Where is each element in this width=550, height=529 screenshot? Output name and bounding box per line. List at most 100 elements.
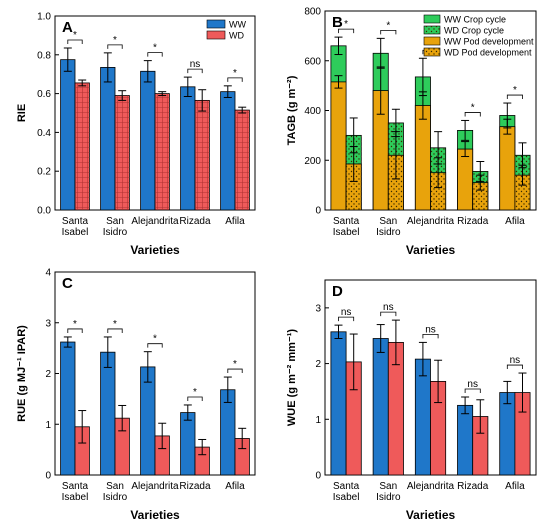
bar-ww <box>100 67 116 211</box>
significance-bracket <box>338 28 355 34</box>
panel-a: 0.0 0.2 0.4 0.6 0.8 1.0 A RIE Varieties SantaIsab… <box>16 12 256 257</box>
bar-ww-pod-development <box>330 81 347 211</box>
x-tick-label: Isidro <box>376 492 401 503</box>
x-tick-label: Rizada <box>179 481 211 492</box>
bar-ww <box>60 341 76 476</box>
significance-bracket <box>380 29 397 35</box>
legend-swatch <box>423 36 441 46</box>
x-tick-label: Santa <box>62 216 89 227</box>
x-axis-label: Varieties <box>130 243 180 257</box>
significance-label: * <box>193 387 197 398</box>
x-tick-label: Isabel <box>333 492 360 503</box>
x-tick-label: Alejandrita <box>131 216 179 227</box>
bar-wd-pod-development-pattern <box>346 163 362 210</box>
bar-ww-pod-development <box>457 148 474 211</box>
significance-label: * <box>113 319 117 330</box>
y-tick-label: 0 <box>45 471 51 482</box>
x-axis-label: Varieties <box>130 508 180 522</box>
bar-ww <box>372 338 389 476</box>
bar-ww <box>60 59 76 211</box>
bar-ww <box>414 358 431 476</box>
significance-label: * <box>153 334 157 345</box>
y-axis-label: RUE (g MJ⁻¹ IPAR) <box>16 325 28 422</box>
significance-label: ns <box>190 59 201 70</box>
significance-label: * <box>233 68 237 79</box>
legend-label: WD <box>229 31 244 41</box>
significance-bracket <box>506 94 523 100</box>
significance-label: ns <box>467 379 478 390</box>
significance-bracket <box>338 316 355 322</box>
y-axis-label: RIE <box>16 104 28 122</box>
bar-ww <box>457 404 474 476</box>
significance-bracket <box>380 311 397 317</box>
legend-swatch <box>423 14 441 24</box>
significance-bracket <box>187 396 203 401</box>
bar-ww <box>220 91 236 211</box>
y-tick-label: 0 <box>315 471 321 482</box>
x-tick-label: Isabel <box>333 227 360 238</box>
bar-wd-pod-development-pattern <box>514 175 531 210</box>
bar-ww <box>140 366 156 476</box>
significance-label: ns <box>341 307 352 318</box>
bar-wd-pattern <box>75 82 90 210</box>
y-tick-label: 3 <box>315 303 321 314</box>
x-tick-label: Rizada <box>179 216 211 227</box>
x-tick-label: San <box>106 216 124 227</box>
legend-swatch <box>206 30 226 40</box>
bar-ww <box>100 351 116 476</box>
significance-bracket <box>464 388 481 393</box>
significance-label: ns <box>510 355 521 366</box>
significance-bracket <box>464 112 481 117</box>
panel-b: 0 200 400 600 800 B TAGB (g m⁻²) Varieties Santa… <box>286 7 537 257</box>
bar-wd-pattern <box>155 93 170 210</box>
panel-letter: C <box>62 275 73 292</box>
legend-label: WW Crop cycle <box>444 15 506 25</box>
x-tick-label: San <box>106 481 124 492</box>
y-tick-label: 4 <box>45 268 51 279</box>
y-axis-label: WUE (g m⁻² mm⁻¹) <box>286 329 298 426</box>
bar-wd-pod-development-pattern <box>388 155 404 210</box>
y-axis-label: TAGB (g m⁻²) <box>286 75 298 145</box>
significance-bracket <box>506 364 523 370</box>
significance-bracket <box>67 328 83 333</box>
bar-ww-pod-development <box>414 105 431 211</box>
bar-wd-pod-development-pattern <box>430 172 446 210</box>
significance-bracket <box>227 368 243 374</box>
y-tick-label: 1 <box>315 415 321 426</box>
x-tick-label: Rizada <box>457 216 489 227</box>
significance-label: * <box>73 30 77 41</box>
y-tick-label: 800 <box>304 7 321 18</box>
x-tick-label: Isidro <box>103 492 128 503</box>
legend-label: WW Pod development <box>444 37 534 47</box>
x-tick-label: Isidro <box>376 227 401 238</box>
bar-wd-pod-development-pattern <box>472 182 488 210</box>
x-tick-label: Isabel <box>62 492 89 503</box>
x-tick-label: Afila <box>225 481 245 492</box>
significance-label: * <box>153 43 157 54</box>
y-tick-label: 0.4 <box>37 128 51 139</box>
significance-label: ns <box>383 302 394 313</box>
significance-bracket <box>107 328 123 333</box>
y-tick-label: 400 <box>304 106 321 117</box>
x-tick-label: Afila <box>505 481 525 492</box>
bar-wd-pattern <box>115 95 130 210</box>
y-tick-label: 2 <box>315 359 321 370</box>
x-tick-label: Santa <box>62 481 89 492</box>
y-tick-label: 2 <box>45 369 51 380</box>
x-tick-label: Santa <box>333 216 360 227</box>
x-tick-label: San <box>379 481 397 492</box>
panel-c: 0 1 2 3 4C RUE (g MJ⁻¹ IPAR) Varieties SantaIsa… <box>16 268 256 522</box>
significance-bracket <box>147 343 163 348</box>
legend-label: WD Crop cycle <box>444 26 504 36</box>
bar-wd-pattern <box>195 100 210 210</box>
y-tick-label: 200 <box>304 156 321 167</box>
panel-letter: D <box>332 283 343 300</box>
x-tick-label: Santa <box>333 481 360 492</box>
panel-d: 0 1 2 3D WUE (g m⁻² mm⁻¹) Varieties SantaIsabe… <box>286 279 537 522</box>
y-tick-label: 0 <box>315 206 321 217</box>
x-tick-label: Alejandrita <box>131 481 179 492</box>
y-tick-label: 0.0 <box>37 206 51 217</box>
x-tick-label: Alejandrita <box>407 481 455 492</box>
significance-label: * <box>344 19 348 30</box>
